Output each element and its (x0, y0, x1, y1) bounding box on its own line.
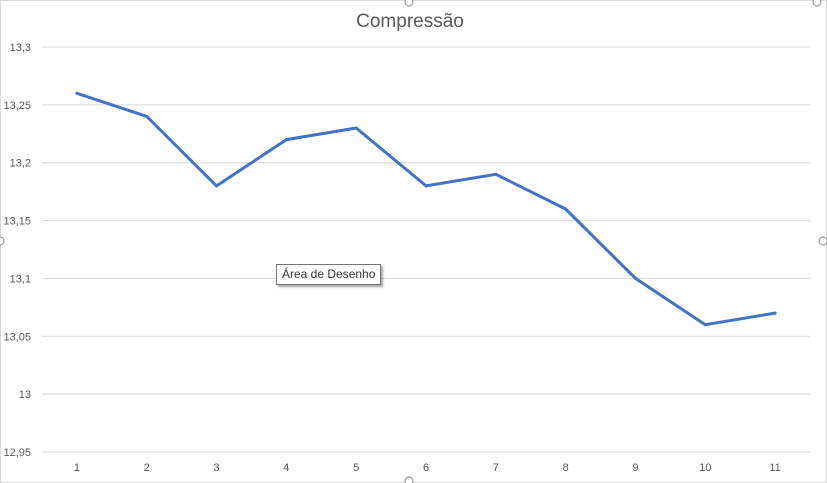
data-point[interactable] (354, 126, 358, 130)
x-tick-label: 11 (769, 462, 780, 474)
x-tick-label: 2 (144, 462, 150, 474)
data-point[interactable] (424, 184, 428, 188)
x-tick-label: 6 (423, 462, 429, 474)
x-axis: 1 2 3 4 5 6 7 8 9 10 11 (74, 462, 781, 474)
resize-handle[interactable] (404, 476, 414, 483)
data-point[interactable] (564, 207, 568, 211)
data-point[interactable] (633, 276, 637, 280)
data-point[interactable] (215, 184, 219, 188)
data-point[interactable] (75, 91, 79, 95)
x-tick-label: 7 (493, 462, 499, 474)
y-tick-label: 13,25 (3, 100, 31, 112)
y-tick-label: 13,15 (3, 216, 31, 228)
x-tick-label: 3 (213, 462, 219, 474)
y-tick-label: 13,2 (10, 158, 31, 170)
y-tick-label: 13,3 (10, 42, 31, 54)
gridlines (42, 46, 810, 453)
resize-handle[interactable] (818, 236, 827, 246)
x-tick-label: 10 (699, 462, 711, 474)
resize-handle[interactable] (812, 0, 822, 7)
data-point[interactable] (494, 172, 498, 176)
y-tick-label: 13 (19, 389, 31, 401)
resize-handle[interactable] (404, 0, 414, 7)
plot-area-tooltip: Área de Desenho (276, 264, 382, 285)
y-tick-label: 12,95 (3, 447, 31, 459)
x-tick-label: 4 (283, 462, 289, 474)
data-point[interactable] (773, 311, 777, 315)
data-point[interactable] (703, 323, 707, 327)
x-tick-label: 9 (632, 462, 638, 474)
plot-area[interactable] (75, 91, 777, 327)
x-tick-label: 1 (74, 462, 80, 474)
x-tick-label: 8 (563, 462, 569, 474)
data-point[interactable] (284, 138, 288, 142)
data-point[interactable] (145, 114, 149, 118)
x-tick-label: 5 (353, 462, 359, 474)
y-tick-label: 13,05 (3, 331, 31, 343)
series-line[interactable] (75, 91, 777, 327)
chart-title[interactable]: Compressão (356, 11, 464, 32)
y-axis: 12,95 13 13,05 13,1 13,15 13,2 13,25 13,3 (3, 42, 31, 459)
resize-handle[interactable] (0, 236, 5, 246)
y-tick-label: 13,1 (10, 273, 31, 285)
